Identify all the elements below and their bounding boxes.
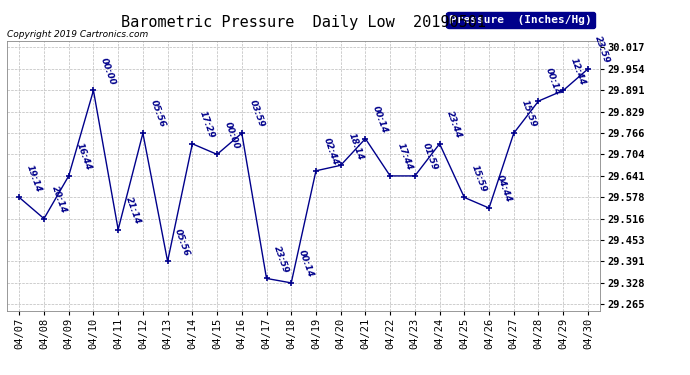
Text: 05:56: 05:56 <box>148 99 167 129</box>
Text: 23:44: 23:44 <box>445 110 464 140</box>
Text: 19:14: 19:14 <box>25 163 43 193</box>
Text: 15:59: 15:59 <box>520 99 538 129</box>
Text: 05:56: 05:56 <box>173 227 191 257</box>
Text: 00:14: 00:14 <box>371 105 389 135</box>
Text: 04:44: 04:44 <box>495 174 513 204</box>
Text: 23:59: 23:59 <box>593 35 612 65</box>
Text: 15:59: 15:59 <box>470 163 488 193</box>
Text: Barometric Pressure  Daily Low  20190501: Barometric Pressure Daily Low 20190501 <box>121 15 486 30</box>
Text: 00:00: 00:00 <box>99 56 117 86</box>
Text: 02:44: 02:44 <box>322 136 339 166</box>
Text: 17:29: 17:29 <box>198 110 216 140</box>
Text: 00:14: 00:14 <box>297 249 315 279</box>
Text: 20:14: 20:14 <box>50 184 68 214</box>
Legend: Pressure  (Inches/Hg): Pressure (Inches/Hg) <box>446 12 595 28</box>
Text: 00:00: 00:00 <box>223 120 241 150</box>
Text: 16:44: 16:44 <box>75 142 92 172</box>
Text: 00:14: 00:14 <box>544 67 562 97</box>
Text: 23:59: 23:59 <box>272 244 290 274</box>
Text: 17:44: 17:44 <box>395 142 414 172</box>
Text: 03:59: 03:59 <box>247 99 266 129</box>
Text: 12:44: 12:44 <box>569 56 587 86</box>
Text: 21:14: 21:14 <box>124 195 142 225</box>
Text: Copyright 2019 Cartronics.com: Copyright 2019 Cartronics.com <box>7 30 148 39</box>
Text: 01:59: 01:59 <box>420 142 439 172</box>
Text: 18:14: 18:14 <box>346 131 364 161</box>
